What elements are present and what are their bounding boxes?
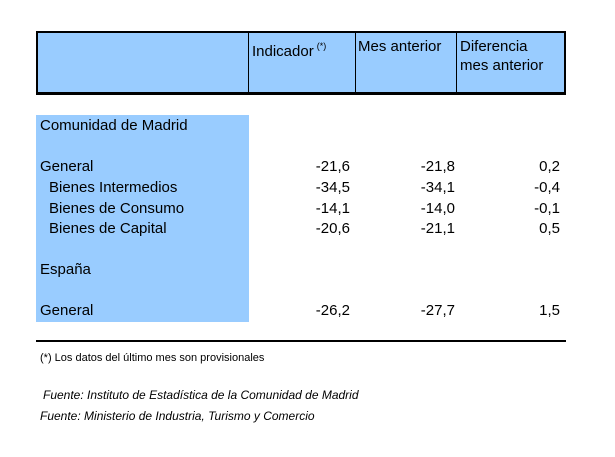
cell-mes-anterior: -34,1: [420, 179, 455, 196]
cell-mes-anterior: -21,8: [420, 158, 455, 175]
row-label: General: [40, 302, 94, 319]
source-line: Fuente: Ministerio de Industria, Turismo…: [40, 409, 315, 423]
row-label: Bienes de Capital: [49, 220, 167, 237]
cell-diferencia: 0,2: [539, 158, 560, 175]
header-diferencia: Diferencia mes anterior: [460, 37, 543, 75]
cell-diferencia: 1,5: [539, 302, 560, 319]
cell-indicador: -20,6: [315, 220, 350, 237]
header-diferencia-line2: mes anterior: [460, 57, 544, 74]
header-indicador-label: Indicador: [252, 43, 314, 60]
cell-diferencia: -0,1: [534, 200, 560, 217]
column-divider: [248, 33, 249, 92]
row-label: Bienes de Consumo: [49, 200, 185, 217]
header-indicador: Indicador (*): [252, 37, 326, 61]
row-label: General: [40, 158, 94, 175]
column-divider: [355, 33, 356, 92]
table-bottom-rule: [36, 340, 566, 342]
row-label: Bienes Intermedios: [49, 179, 178, 196]
cell-indicador: -34,5: [315, 179, 350, 196]
footnote: (*) Los datos del último mes son provisi…: [40, 352, 265, 364]
cell-diferencia: 0,5: [539, 220, 560, 237]
cell-indicador: -21,6: [315, 158, 350, 175]
cell-diferencia: -0,4: [534, 179, 560, 196]
source-line: Fuente: Instituto de Estadística de la C…: [43, 388, 359, 402]
section-title-madrid: Comunidad de Madrid: [40, 117, 188, 134]
cell-mes-anterior: -14,0: [420, 200, 455, 217]
table-header: Indicador (*) Mes anterior Diferencia mes…: [36, 31, 566, 95]
header-diferencia-line1: Diferencia: [460, 38, 528, 55]
cell-mes-anterior: -27,7: [420, 302, 455, 319]
column-divider: [456, 33, 457, 92]
header-indicador-mark: (*): [316, 41, 327, 51]
header-mes-anterior: Mes anterior: [358, 38, 442, 55]
cell-indicador: -14,1: [315, 200, 350, 217]
row-label-column: [36, 115, 249, 322]
cell-indicador: -26,2: [315, 302, 350, 319]
section-title-espana: España: [40, 261, 91, 278]
cell-mes-anterior: -21,1: [420, 220, 455, 237]
